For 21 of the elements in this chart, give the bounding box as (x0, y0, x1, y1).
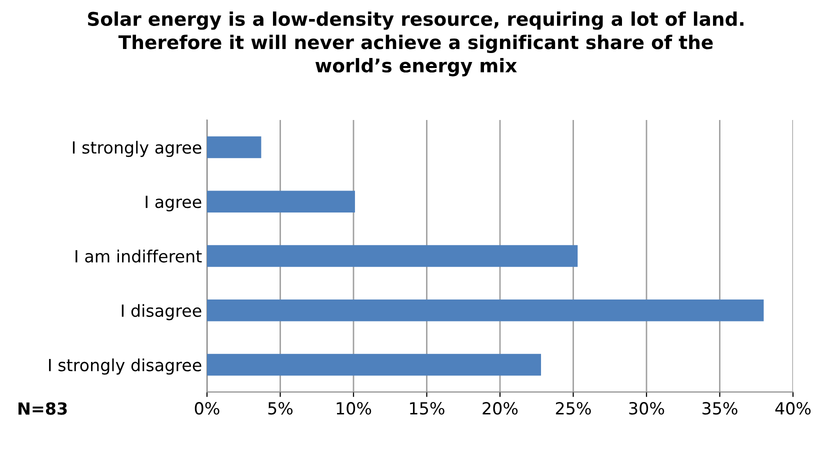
bar (207, 354, 542, 376)
x-tick-label: 15% (410, 402, 444, 415)
bar (207, 136, 262, 158)
y-tick-label: I strongly agree (72, 140, 202, 157)
y-tick-label: I strongly disagree (49, 358, 202, 375)
x-tick-label: 30% (629, 402, 664, 415)
x-tick-label: 35% (702, 402, 738, 415)
y-tick-label: I disagree (122, 304, 202, 320)
chart-title: Solar energy is a low-density resource, requiring a lot of land. Therefore it will never achieve a significant share of the world’s energy mix (88, 11, 744, 76)
x-tick-label: 10% (336, 402, 372, 415)
bar (207, 190, 355, 212)
x-tick-label: 5% (268, 402, 293, 415)
bar (207, 300, 764, 322)
x-tick-label: 0% (194, 402, 220, 415)
x-tick-label: 20% (482, 402, 518, 415)
y-tick-label: I am indifferent (76, 250, 202, 263)
bar (207, 245, 578, 267)
y-tick-label: I agree (146, 196, 202, 212)
text: N=83 (18, 402, 67, 415)
x-tick-label: 25% (556, 402, 591, 415)
x-tick-label: 40% (775, 402, 811, 415)
